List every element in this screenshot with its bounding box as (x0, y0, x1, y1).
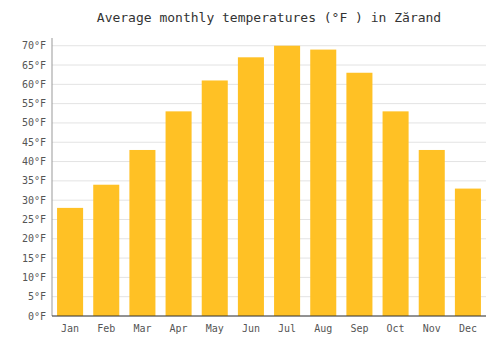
bar (202, 80, 228, 316)
bar (238, 57, 264, 316)
x-tick-label: Nov (423, 323, 441, 334)
x-tick-label: Apr (170, 323, 188, 334)
y-tick-label: 45°F (22, 137, 46, 148)
x-tick-label: Aug (314, 323, 332, 334)
bars (57, 46, 481, 316)
y-tick-label: 35°F (22, 175, 46, 186)
x-tick-label: Jun (242, 323, 260, 334)
y-axis-line (52, 38, 53, 316)
y-tick-label: 40°F (22, 156, 46, 167)
bar (129, 150, 155, 316)
chart: Average monthly temperatures (°F ) in Ză… (0, 0, 500, 350)
y-tick-label: 0°F (28, 311, 46, 322)
x-tick-label: Sep (350, 323, 368, 334)
bar (274, 46, 300, 316)
x-axis: Jan Feb Mar Apr May Jun Jul Aug Sep Oct Nov Dec (52, 316, 486, 334)
x-tick-label: Feb (97, 323, 115, 334)
y-tick-label: 65°F (22, 60, 46, 71)
bar (310, 50, 336, 316)
grid-line (52, 316, 486, 317)
y-tick-label: 10°F (22, 272, 46, 283)
x-tick-label: Jan (61, 323, 79, 334)
grid-line (52, 84, 486, 85)
x-axis-line (52, 316, 486, 317)
grid-line (52, 103, 486, 104)
x-tick-label: May (206, 323, 224, 334)
grid-line (52, 65, 486, 66)
bar (166, 111, 192, 316)
y-tick-label: 20°F (22, 233, 46, 244)
y-tick-label: 55°F (22, 98, 46, 109)
y-tick-label: 25°F (22, 214, 46, 225)
grid-line (52, 142, 486, 143)
x-tick-label: Jul (278, 323, 296, 334)
chart-container: Average monthly temperatures (°F ) in Ză… (0, 0, 500, 350)
bar (455, 189, 481, 316)
y-tick-label: 70°F (22, 40, 46, 51)
x-tick-label: Mar (133, 323, 151, 334)
bar (383, 111, 409, 316)
y-tick-label: 5°F (28, 291, 46, 302)
grid-line (52, 122, 486, 123)
x-tick-label: Dec (459, 323, 477, 334)
bar (93, 185, 119, 316)
x-tick-label: Oct (387, 323, 405, 334)
bar (57, 208, 83, 316)
grid-line (52, 45, 486, 46)
title: Average monthly temperatures (°F ) in Ză… (97, 10, 441, 25)
y-tick-label: 30°F (22, 195, 46, 206)
y-axis: 0°F 5°F 10°F 15°F 20°F 25°F 30°F 35°F 40°F 45°F 50… (22, 40, 486, 321)
y-tick-label: 60°F (22, 79, 46, 90)
bar (346, 73, 372, 316)
bar (419, 150, 445, 316)
y-tick-label: 50°F (22, 117, 46, 128)
y-tick-label: 15°F (22, 253, 46, 264)
